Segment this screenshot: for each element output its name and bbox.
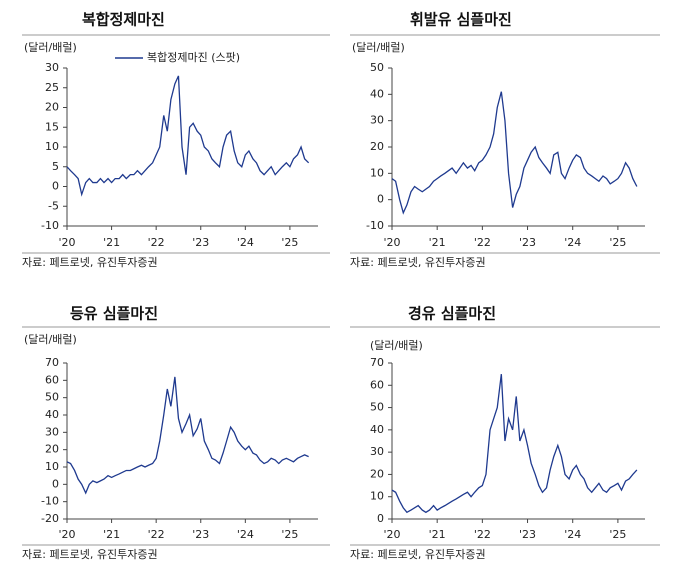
x-tick-label: '22 (474, 528, 491, 541)
y-tick-label: 10 (370, 490, 384, 503)
x-tick-label: '22 (148, 528, 165, 541)
source-note: 자료: 페트로넷, 유진투자증권 (22, 548, 158, 561)
x-tick-label: '20 (383, 528, 400, 541)
y-tick-label: 30 (45, 61, 59, 74)
y-tick-label: 30 (370, 114, 384, 127)
y-tick-label: -10 (41, 495, 59, 508)
x-tick-label: '23 (519, 528, 536, 541)
x-tick-label: '24 (237, 528, 254, 541)
y-tick-label: 50 (370, 61, 384, 74)
y-axis-label: (달러/배럴) (370, 339, 423, 352)
y-tick-label: 20 (45, 443, 59, 456)
x-tick-label: '23 (519, 236, 536, 249)
x-tick-label: '21 (429, 236, 446, 249)
x-tick-label: '24 (564, 236, 581, 249)
y-tick-label: 60 (370, 378, 384, 391)
chart-title: 경유 심플마진 (408, 305, 496, 323)
chart-title: 휘발유 심플마진 (410, 11, 512, 29)
y-tick-label: 5 (52, 160, 59, 173)
y-tick-label: 20 (370, 140, 384, 153)
legend-label: 복합정제마진 (스팟) (147, 51, 240, 64)
data-line (391, 374, 638, 514)
y-tick-label: 10 (45, 140, 59, 153)
data-line (391, 91, 638, 215)
x-tick-label: '25 (609, 236, 626, 249)
x-tick-label: '25 (609, 528, 626, 541)
y-tick-label: 0 (52, 477, 59, 490)
y-tick-label: 20 (370, 467, 384, 480)
x-tick-label: '23 (192, 236, 209, 249)
y-tick-label: 40 (45, 408, 59, 421)
x-tick-label: '21 (103, 236, 120, 249)
y-tick-label: 70 (370, 356, 384, 369)
y-tick-label: 0 (52, 180, 59, 193)
x-tick-label: '20 (383, 236, 400, 249)
y-axis-label: (달러/배럴) (24, 41, 77, 54)
data-line (66, 75, 310, 197)
y-tick-label: 50 (45, 391, 59, 404)
x-tick-label: '22 (148, 236, 165, 249)
data-line (66, 376, 309, 495)
y-axis-label: (달러/배럴) (24, 333, 77, 346)
y-tick-label: -10 (41, 219, 59, 232)
chart-title: 복합정제마진 (82, 11, 165, 29)
source-note: 자료: 페트로넷, 유진투자증권 (350, 256, 486, 269)
x-tick-label: '20 (58, 528, 75, 541)
y-tick-label: 40 (370, 423, 384, 436)
source-note: 자료: 페트로넷, 유진투자증권 (350, 548, 486, 561)
x-tick-label: '25 (281, 236, 298, 249)
y-tick-label: 0 (377, 193, 384, 206)
y-tick-label: 30 (370, 445, 384, 458)
y-tick-label: 50 (370, 401, 384, 414)
y-tick-label: -20 (41, 512, 59, 525)
x-tick-label: '23 (192, 528, 209, 541)
y-tick-label: 30 (45, 425, 59, 438)
y-tick-label: -5 (48, 199, 59, 212)
x-tick-label: '24 (237, 236, 254, 249)
y-tick-label: 25 (45, 81, 59, 94)
y-tick-label: -10 (366, 219, 384, 232)
y-tick-label: 20 (45, 101, 59, 114)
y-tick-label: 70 (45, 356, 59, 369)
y-tick-label: 40 (370, 87, 384, 100)
y-tick-label: 60 (45, 373, 59, 386)
y-tick-label: 10 (370, 166, 384, 179)
y-axis-label: (달러/배럴) (352, 41, 405, 54)
x-tick-label: '22 (474, 236, 491, 249)
chart-title: 등유 심플마진 (70, 305, 158, 323)
x-tick-label: '20 (58, 236, 75, 249)
x-tick-label: '21 (429, 528, 446, 541)
y-tick-label: 15 (45, 120, 59, 133)
x-tick-label: '21 (103, 528, 120, 541)
y-tick-label: 10 (45, 460, 59, 473)
source-note: 자료: 페트로넷, 유진투자증권 (22, 256, 158, 269)
y-tick-label: 0 (377, 512, 384, 525)
x-tick-label: '25 (281, 528, 298, 541)
x-tick-label: '24 (564, 528, 581, 541)
